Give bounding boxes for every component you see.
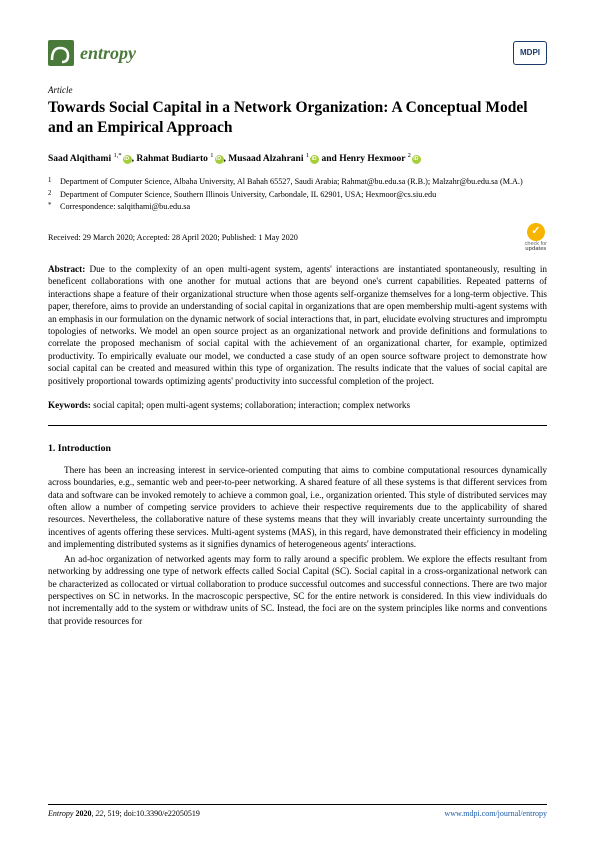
orcid-icon[interactable] bbox=[412, 155, 421, 164]
orcid-icon[interactable] bbox=[123, 155, 132, 164]
author-name: Saad Alqithami bbox=[48, 155, 113, 165]
keywords: Keywords: social capital; open multi-age… bbox=[48, 399, 547, 411]
footer-link[interactable]: www.mdpi.com/journal/entropy bbox=[444, 809, 547, 820]
orcid-icon[interactable] bbox=[310, 155, 319, 164]
affiliation-row: *Correspondence: salqithami@bu.edu.sa bbox=[48, 201, 547, 212]
entropy-icon bbox=[48, 40, 74, 66]
abstract-label: Abstract: bbox=[48, 264, 85, 274]
journal-logo: entropy bbox=[48, 40, 136, 66]
dates-text: Received: 29 March 2020; Accepted: 28 Ap… bbox=[48, 232, 298, 243]
check-updates-badge[interactable]: ✓ check for updates bbox=[525, 223, 547, 253]
affiliations: 1Department of Computer Science, Albaha … bbox=[48, 176, 547, 212]
abstract-text: Due to the complexity of an open multi-a… bbox=[48, 264, 547, 386]
header: entropy MDPI bbox=[48, 40, 547, 66]
body-paragraph: There has been an increasing interest in… bbox=[48, 464, 547, 551]
footer-citation: Entropy 2020, 22, 519; doi:10.3390/e2205… bbox=[48, 809, 200, 820]
author-name: Henry Hexmoor bbox=[339, 155, 407, 165]
section-heading: 1. Introduction bbox=[48, 442, 547, 455]
affiliation-row: 1Department of Computer Science, Albaha … bbox=[48, 176, 547, 187]
article-type: Article bbox=[48, 84, 547, 96]
footer: Entropy 2020, 22, 519; doi:10.3390/e2205… bbox=[48, 804, 547, 820]
author-name: Rahmat Budiarto bbox=[136, 155, 210, 165]
affiliation-row: 2Department of Computer Science, Souther… bbox=[48, 189, 547, 200]
authors: Saad Alqithami 1,*, Rahmat Budiarto 1, M… bbox=[48, 152, 547, 166]
keywords-label: Keywords: bbox=[48, 400, 91, 410]
check-icon: ✓ bbox=[527, 223, 545, 241]
orcid-icon[interactable] bbox=[215, 155, 224, 164]
body-paragraph: An ad-hoc organization of networked agen… bbox=[48, 553, 547, 628]
keywords-text: social capital; open multi-agent systems… bbox=[93, 400, 410, 410]
abstract: Abstract: Due to the complexity of an op… bbox=[48, 263, 547, 387]
publisher-logo: MDPI bbox=[513, 41, 547, 65]
author-name: Musaad Alzahrani bbox=[228, 155, 306, 165]
article-title: Towards Social Capital in a Network Orga… bbox=[48, 98, 547, 138]
dates-row: Received: 29 March 2020; Accepted: 28 Ap… bbox=[48, 223, 547, 253]
journal-name: entropy bbox=[80, 41, 136, 65]
separator bbox=[48, 425, 547, 426]
